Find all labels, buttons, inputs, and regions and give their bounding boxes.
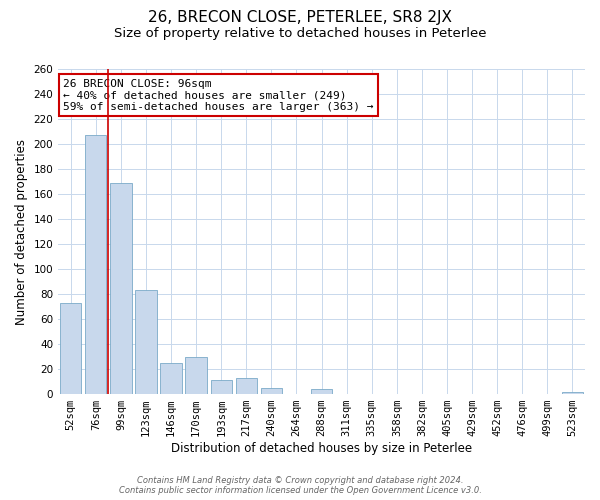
Text: Contains HM Land Registry data © Crown copyright and database right 2024.
Contai: Contains HM Land Registry data © Crown c… [119, 476, 481, 495]
Text: Size of property relative to detached houses in Peterlee: Size of property relative to detached ho… [114, 28, 486, 40]
X-axis label: Distribution of detached houses by size in Peterlee: Distribution of detached houses by size … [171, 442, 472, 455]
Bar [60, 303, 82, 394]
Bar [211, 380, 232, 394]
Y-axis label: Number of detached properties: Number of detached properties [15, 138, 28, 324]
Bar [311, 389, 332, 394]
Bar [160, 363, 182, 394]
Bar [562, 392, 583, 394]
Text: 26, BRECON CLOSE, PETERLEE, SR8 2JX: 26, BRECON CLOSE, PETERLEE, SR8 2JX [148, 10, 452, 25]
Bar [236, 378, 257, 394]
Bar [85, 136, 106, 394]
Bar [261, 388, 282, 394]
Text: 26 BRECON CLOSE: 96sqm
← 40% of detached houses are smaller (249)
59% of semi-de: 26 BRECON CLOSE: 96sqm ← 40% of detached… [64, 79, 374, 112]
Bar [185, 356, 207, 394]
Bar [136, 290, 157, 394]
Bar [110, 183, 131, 394]
